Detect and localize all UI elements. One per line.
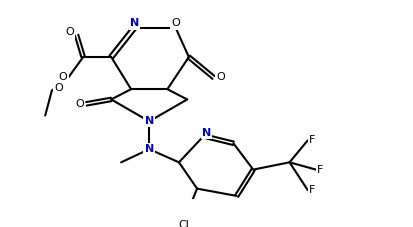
Text: O: O — [75, 99, 83, 109]
Text: N: N — [201, 128, 211, 138]
Text: O: O — [216, 72, 224, 82]
Text: Cl: Cl — [178, 220, 189, 227]
Text: N: N — [144, 144, 154, 154]
Text: O: O — [171, 18, 180, 28]
Text: F: F — [308, 185, 315, 195]
Text: N: N — [129, 18, 139, 28]
Text: N: N — [144, 116, 154, 126]
Text: O: O — [65, 27, 74, 37]
Text: F: F — [308, 135, 315, 145]
Text: F: F — [316, 165, 323, 175]
Text: O: O — [54, 83, 63, 93]
Text: O: O — [59, 72, 67, 82]
